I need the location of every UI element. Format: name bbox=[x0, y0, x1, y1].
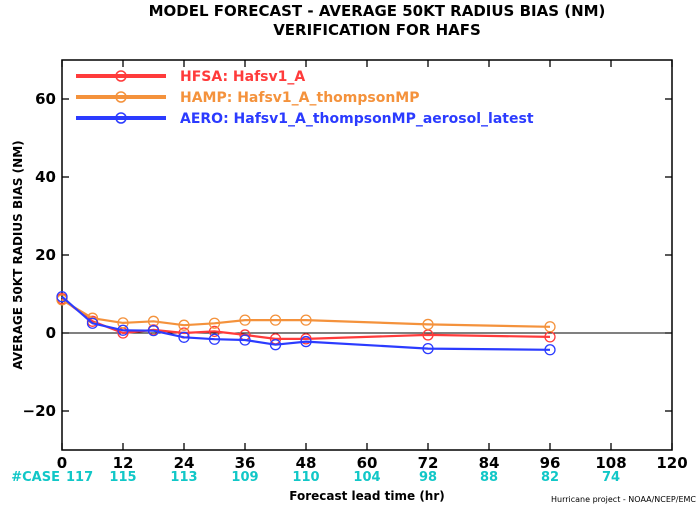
series-2-point bbox=[117, 317, 129, 329]
legend-marker-3 bbox=[115, 112, 127, 124]
x-tick-label: 0 bbox=[57, 454, 67, 472]
legend-marker-2 bbox=[115, 91, 127, 103]
legend-label-3: AERO: Hafsv1_A_thompsonMP_aerosol_latest bbox=[180, 111, 534, 127]
legend-marker-1 bbox=[115, 70, 127, 82]
series-3-point bbox=[239, 334, 251, 346]
series-group bbox=[56, 291, 556, 356]
series-3-point bbox=[208, 333, 221, 345]
case-count-value: 82 bbox=[541, 470, 559, 485]
x-tick-label: 12 bbox=[113, 454, 134, 472]
series-3-point bbox=[544, 344, 556, 356]
series-3-point bbox=[269, 339, 282, 351]
x-tick-label: 72 bbox=[418, 454, 439, 472]
chart-subtitle: VERIFICATION FOR HAFS bbox=[273, 21, 481, 39]
x-tick-label: 84 bbox=[479, 454, 500, 472]
case-count-value: 113 bbox=[170, 470, 197, 485]
series-3-point bbox=[422, 342, 434, 355]
series-3-point bbox=[86, 317, 99, 329]
legend: HFSA: Hafsv1_A HAMP: Hafsv1_A_thompsonMP A… bbox=[76, 69, 534, 127]
series-2-point bbox=[178, 319, 190, 331]
y-tick-label: −20 bbox=[23, 402, 56, 420]
case-count-value: 98 bbox=[419, 470, 437, 485]
axis-ticks: 0 12 24 36 48 60 72 84 96 108 120 −20 0 20 40 60 bbox=[23, 60, 688, 472]
series-3-point bbox=[300, 335, 312, 348]
y-axis-label: AVERAGE 50KT RADIUS BIAS (NM) bbox=[11, 140, 25, 369]
series-2-point bbox=[544, 321, 556, 333]
x-tick-label: 108 bbox=[595, 454, 626, 472]
legend-label-2: HAMP: Hafsv1_A_thompsonMP bbox=[180, 90, 420, 106]
y-tick-label: 40 bbox=[35, 168, 56, 186]
case-count-value: 109 bbox=[231, 470, 258, 485]
series-3-point bbox=[117, 324, 129, 336]
case-count-value: 88 bbox=[480, 470, 498, 485]
case-count-value: 115 bbox=[109, 470, 136, 485]
credit-text: Hurricane project - NOAA/NCEP/EMC bbox=[551, 495, 696, 504]
y-tick-label: 20 bbox=[35, 246, 56, 264]
x-tick-label: 60 bbox=[357, 454, 378, 472]
x-tick-label: 36 bbox=[235, 454, 256, 472]
legend-label-1: HFSA: Hafsv1_A bbox=[180, 69, 305, 85]
series-3-point bbox=[178, 331, 190, 343]
x-axis-label: Forecast lead time (hr) bbox=[289, 489, 445, 503]
chart-title: MODEL FORECAST - AVERAGE 50KT RADIUS BIA… bbox=[149, 2, 606, 20]
x-tick-label: 24 bbox=[174, 454, 195, 472]
x-tick-label: 120 bbox=[656, 454, 687, 472]
series-2-point bbox=[300, 314, 312, 326]
series-line-3 bbox=[61, 295, 551, 351]
series-2-point bbox=[269, 314, 282, 326]
series-2-point bbox=[422, 318, 434, 331]
series-line-2 bbox=[61, 298, 551, 328]
series-3-point bbox=[147, 325, 160, 337]
x-tick-label: 48 bbox=[296, 454, 317, 472]
series-3-point bbox=[56, 291, 68, 303]
case-count-value: 110 bbox=[292, 470, 319, 485]
series-2-point bbox=[239, 314, 251, 326]
series-1-point bbox=[300, 333, 312, 345]
case-count-value: 104 bbox=[353, 470, 380, 485]
y-tick-label: 0 bbox=[46, 324, 56, 342]
case-count-value: 74 bbox=[602, 470, 620, 485]
case-count-label: #CASE bbox=[11, 470, 60, 485]
case-counts: #CASE 117 115 113 109 110 104 98 88 82 74 bbox=[11, 470, 620, 485]
x-tick-label: 96 bbox=[540, 454, 561, 472]
case-count-value: 117 bbox=[66, 470, 93, 485]
series-1-point bbox=[208, 325, 221, 338]
series-line-1 bbox=[61, 297, 551, 340]
y-tick-label: 60 bbox=[35, 90, 56, 108]
series-2-point bbox=[208, 317, 221, 329]
